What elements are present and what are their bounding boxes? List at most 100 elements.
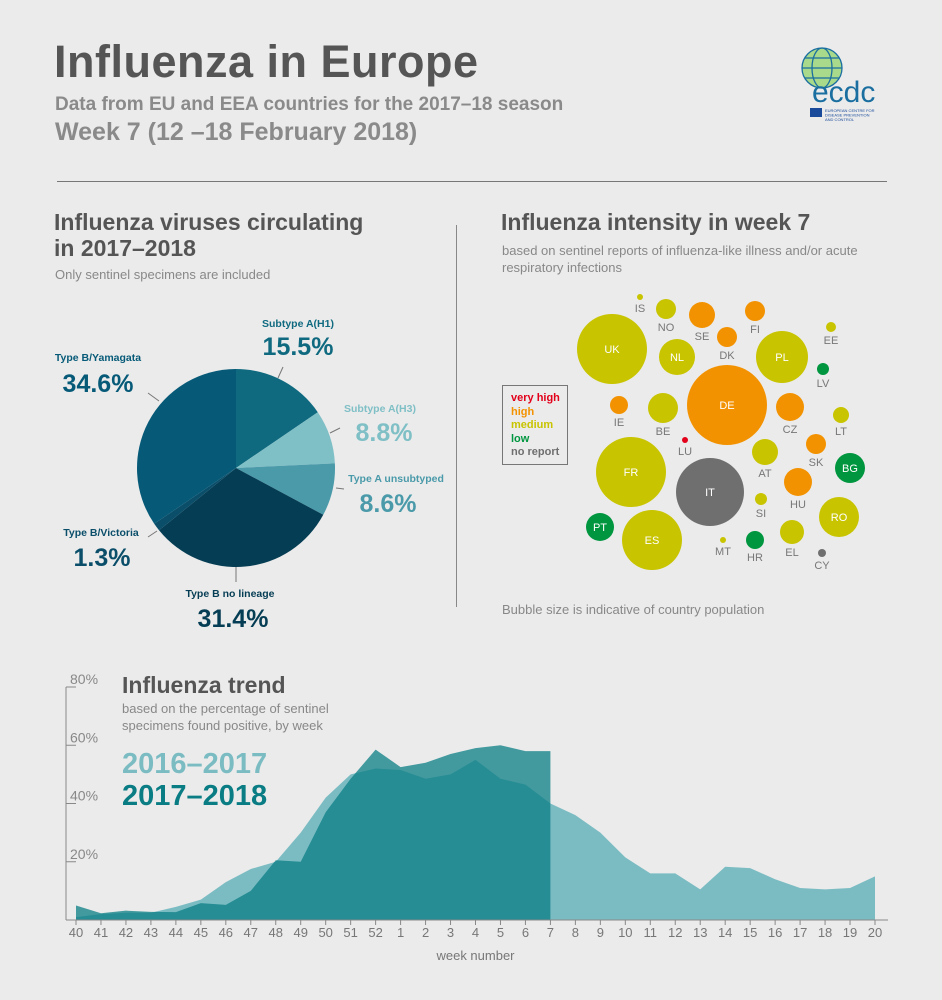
legend-high: high [511, 405, 535, 418]
bubble-label-ro: RO [831, 512, 848, 524]
intensity-note-line2: respiratory infections [502, 260, 622, 275]
area-series-2017–2018 [76, 745, 551, 920]
bubble-label-es: ES [645, 535, 660, 547]
pie-leader-line [335, 487, 345, 490]
trend-area-chart: 20%40%60%80%40 41 42 43 44 45 46 47 48 49 50 51 52 1 2… [65, 671, 888, 963]
x-tick-label: 5 [497, 925, 504, 940]
viruses-note: Only sentinel specimens are included [55, 267, 271, 282]
bubble-label-hr: HR [747, 552, 763, 564]
pie-slice-subtype-a-h1- [236, 368, 318, 468]
bubble-lt [833, 407, 849, 423]
legend-series-2017-2018: 2017–2018 [122, 780, 268, 812]
bubble-label-se: SE [695, 331, 710, 343]
pie-value-type-a-unsubtyped: 8.6% [360, 490, 417, 518]
x-tick-label: 46 [219, 925, 233, 940]
bubble-label-nl: NL [670, 352, 684, 364]
ecdc-logo: ecdc EUROPEAN CENTRE FOR DISEASE PREVENT… [801, 47, 875, 122]
pie-label-type-a-unsubtyped: Type A unsubtyped [348, 473, 444, 485]
x-tick-label: 43 [144, 925, 158, 940]
page-title: Influenza in Europe [54, 36, 479, 87]
week-label: Week 7 (12 –18 February 2018) [55, 118, 418, 146]
bubble-label-el: EL [785, 547, 798, 559]
legend-medium: medium [511, 419, 554, 431]
pie-label-type-b-victoria: Type B/Victoria [63, 527, 139, 539]
bubble-ro [819, 497, 859, 537]
bubble-it [676, 458, 744, 526]
x-tick-label: 48 [269, 925, 283, 940]
x-tick-label: 40 [69, 925, 83, 940]
pie-leader-line [147, 530, 158, 538]
x-tick-label: 18 [818, 925, 832, 940]
x-tick-label: 17 [793, 925, 807, 940]
page-subtitle: Data from EU and EEA countries for the 2… [55, 94, 564, 115]
bubble-mt [720, 537, 726, 543]
y-tick-label: 80% [70, 671, 98, 687]
viruses-title-line1: Influenza viruses circulating [54, 209, 364, 235]
bubble-hu [784, 468, 812, 496]
bubble-sk [806, 434, 826, 454]
logo-text: ecdc [812, 76, 875, 109]
intensity-note-line1: based on sentinel reports of influenza-l… [502, 243, 858, 258]
legend-very-high: very high [511, 392, 560, 404]
pie-slice-type-a-unsubtyped [236, 463, 335, 515]
svg-text:EUROPEAN CENTRE FOR: EUROPEAN CENTRE FOR [825, 108, 875, 113]
x-tick-label: 10 [618, 925, 632, 940]
bubble-label-fi: FI [750, 324, 760, 336]
legend-low: low [511, 432, 530, 445]
pie-slice-type-b-yamagata [137, 368, 236, 524]
bubble-label-no: NO [658, 322, 675, 334]
legend-series-2016-2017: 2016–2017 [122, 748, 268, 780]
bubble-label-cy: CY [814, 560, 830, 572]
trend-note-line2: specimens found positive, by week [122, 718, 323, 733]
bubble-label-bg: BG [842, 463, 858, 475]
bubble-label-is: IS [635, 303, 645, 315]
bubble-nl [659, 339, 695, 375]
bubble-fi [745, 301, 765, 321]
x-tick-label: 50 [318, 925, 332, 940]
svg-text:AND CONTROL: AND CONTROL [825, 117, 855, 122]
bubble-label-uk: UK [604, 344, 620, 356]
x-axis-label: week number [435, 948, 515, 963]
bubble-no [656, 299, 676, 319]
x-tick-label: 2 [422, 925, 429, 940]
bubble-label-de: DE [719, 400, 734, 412]
x-tick-label: 16 [768, 925, 782, 940]
pie-leader-line [329, 427, 341, 434]
bubble-fr [596, 437, 666, 507]
bubble-cz [776, 393, 804, 421]
bubble-el [780, 520, 804, 544]
pie-leader-line [277, 366, 284, 379]
intensity-note: based on sentinel reports of influenza-l… [502, 242, 858, 276]
bubble-is [637, 294, 643, 300]
bubble-cy [818, 549, 826, 557]
x-tick-label: 20 [868, 925, 882, 940]
x-tick-label: 49 [293, 925, 307, 940]
viruses-title-line2: in 2017–2018 [54, 235, 196, 261]
pie-chart: Subtype A(H1) 15.5% Subtype A(H3) 8.8% Type … [55, 318, 444, 633]
bubble-uk [577, 314, 647, 384]
x-tick-label: 42 [119, 925, 133, 940]
bubble-label-ie: IE [614, 417, 624, 429]
bubble-label-pt: PT [593, 522, 607, 534]
bubble-lu [682, 437, 688, 443]
bubble-be [648, 393, 678, 423]
x-tick-label: 4 [472, 925, 479, 940]
pie-value-type-b-yamagata: 34.6% [63, 370, 134, 398]
x-tick-label: 51 [343, 925, 357, 940]
pie-value-type-b-victoria: 1.3% [74, 544, 131, 572]
bubble-chart: IS NO SE FI DK EE UK NL PL LV DE IE BE CZ LT LU AT SK BG FR… [577, 294, 865, 572]
bubble-se [689, 302, 715, 328]
x-tick-label: 8 [572, 925, 579, 940]
bubble-bg [835, 453, 865, 483]
pie-value-subtype-a-h1-: 15.5% [263, 333, 334, 361]
intensity-footnote: Bubble size is indicative of country pop… [502, 602, 765, 617]
legend-no-report: no report [511, 446, 560, 458]
pie-slice-type-b-no-lineage [159, 468, 324, 567]
x-tick-label: 41 [94, 925, 108, 940]
bubble-pt [586, 513, 614, 541]
x-tick-label: 52 [368, 925, 382, 940]
y-tick-label: 60% [70, 729, 98, 745]
trend-note-line1: based on the percentage of sentinel [122, 701, 329, 716]
bubble-label-cz: CZ [783, 424, 798, 436]
intensity-title: Influenza intensity in week 7 [501, 209, 811, 235]
